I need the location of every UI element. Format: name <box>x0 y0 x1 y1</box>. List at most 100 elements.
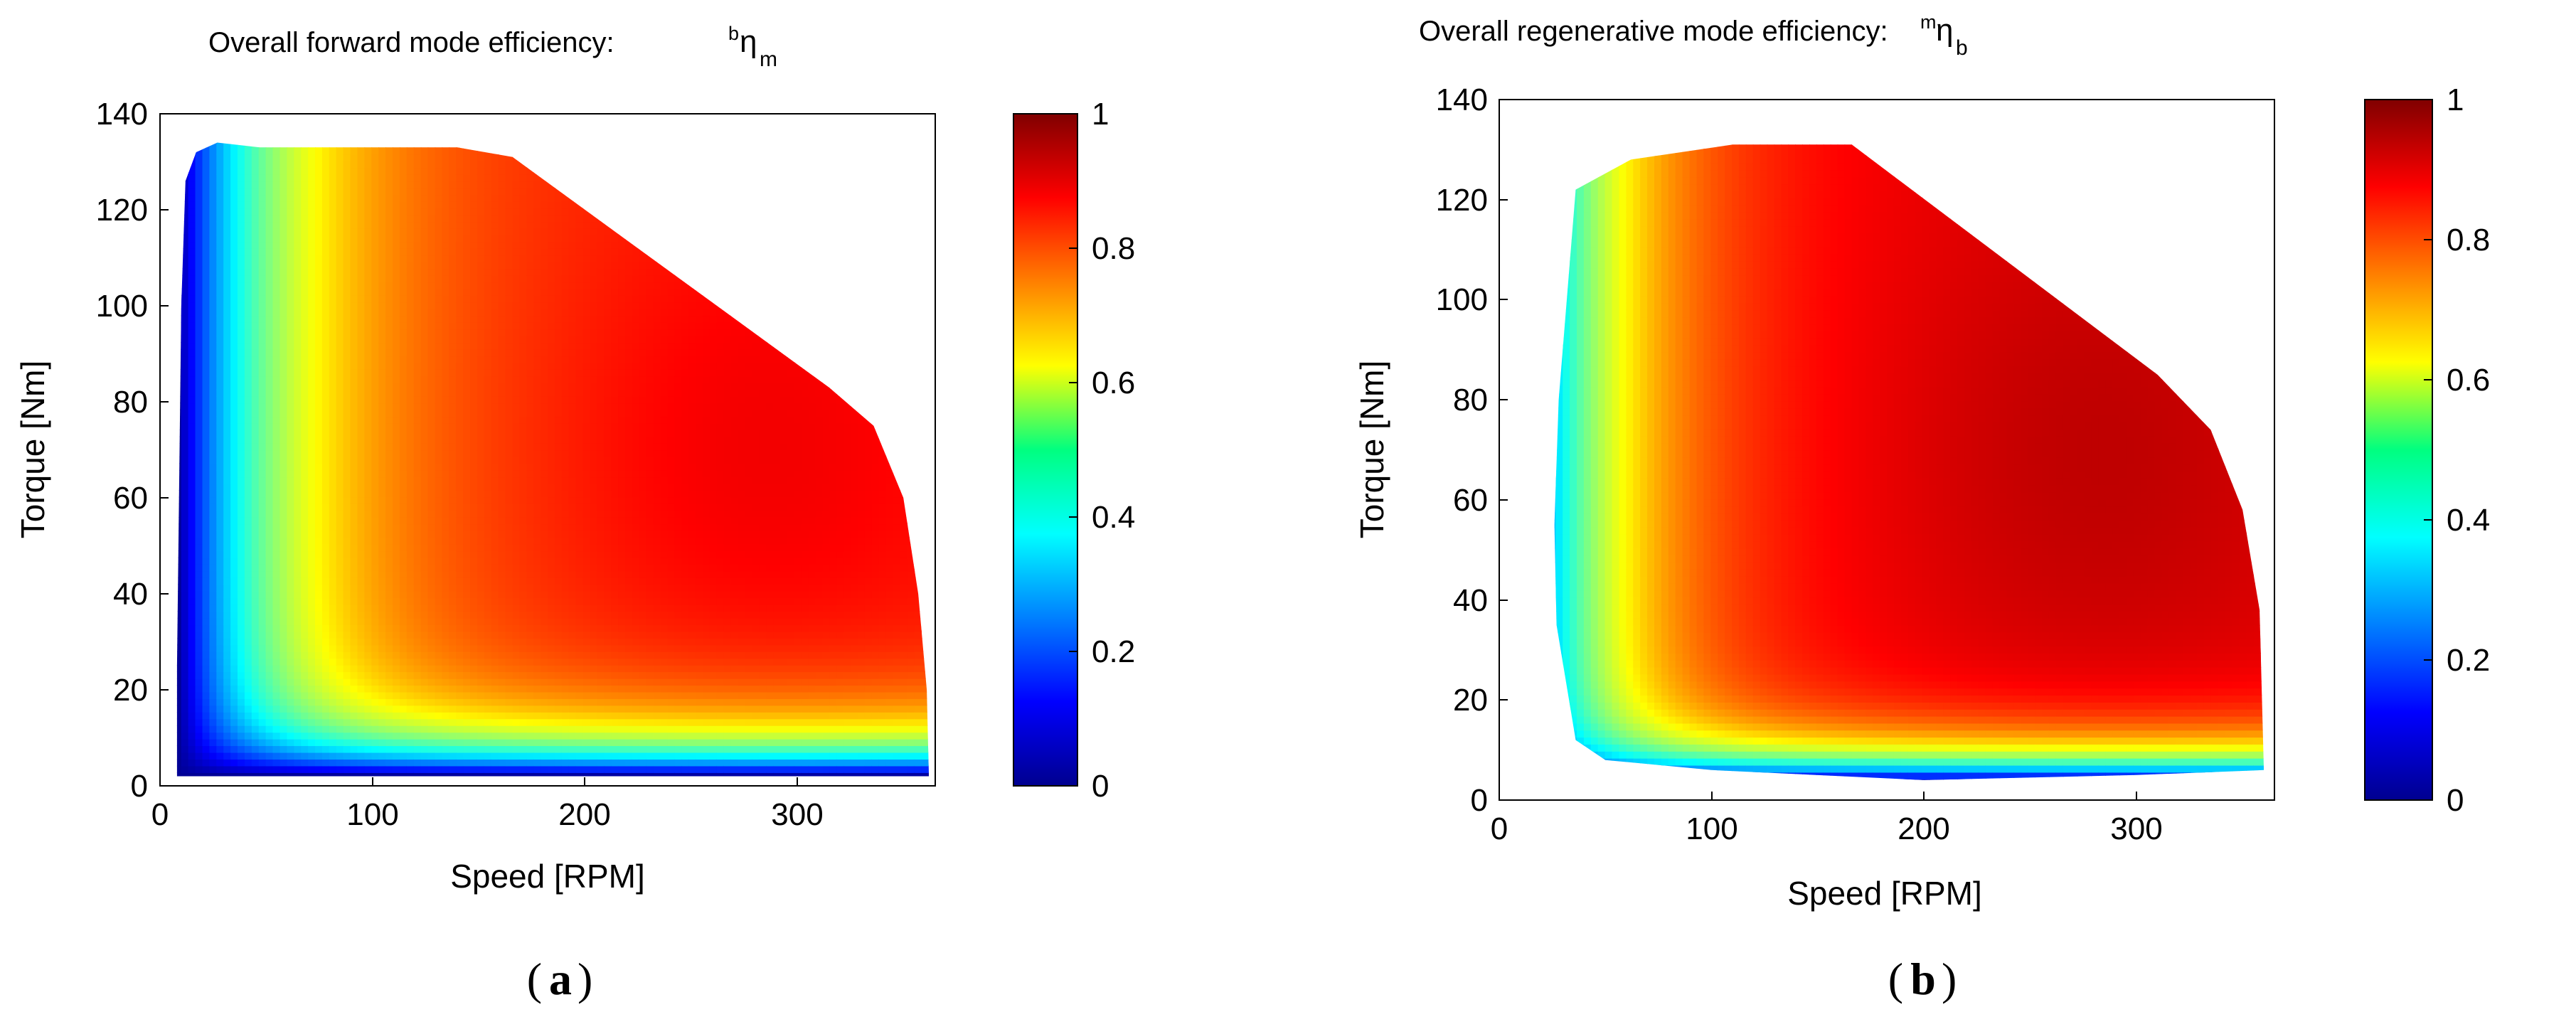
heatmap-cell <box>463 752 471 760</box>
heatmap-cell <box>238 638 245 646</box>
heatmap-cell <box>280 228 288 235</box>
heatmap-cell <box>435 255 443 262</box>
heatmap-cell <box>329 772 337 777</box>
heatmap-cell <box>188 457 196 464</box>
heatmap-cell <box>230 194 238 202</box>
heatmap-cell <box>287 664 295 673</box>
heatmap-cell <box>406 389 415 397</box>
heatmap-cell <box>294 430 302 437</box>
heatmap-cell <box>251 228 260 235</box>
heatmap-cell <box>343 362 351 370</box>
heatmap-cell <box>329 469 337 478</box>
heatmap-cell <box>244 745 252 753</box>
heatmap-cell <box>435 772 443 777</box>
heatmap-cell <box>315 476 323 484</box>
heatmap-cell <box>442 725 450 733</box>
heatmap-cell <box>181 443 189 451</box>
heatmap-cell <box>427 409 436 417</box>
heatmap-cell <box>202 261 211 270</box>
heatmap-cell <box>181 309 189 316</box>
heatmap-cell <box>371 678 380 686</box>
heatmap-cell <box>321 469 330 478</box>
heatmap-cell <box>427 490 436 498</box>
heatmap-cell <box>176 638 182 646</box>
heatmap-cell <box>188 214 196 223</box>
heatmap-cell <box>223 624 231 632</box>
heatmap-cell <box>442 383 450 390</box>
heatmap-cell <box>364 194 373 202</box>
heatmap-cell <box>477 356 485 363</box>
heatmap-cell <box>258 288 267 296</box>
heatmap-cell <box>378 678 386 686</box>
heatmap-cell <box>491 611 499 619</box>
heatmap-cell <box>393 389 400 397</box>
heatmap-cell <box>435 644 443 652</box>
heatmap-cell <box>294 765 302 773</box>
heatmap-cell <box>321 752 330 760</box>
heatmap-cell <box>371 309 380 316</box>
heatmap-cell <box>350 282 358 289</box>
heatmap-cell <box>230 409 238 417</box>
heatmap-cell <box>413 463 422 471</box>
heatmap-cell <box>294 174 302 182</box>
heatmap-cell <box>491 732 499 740</box>
heatmap-cell <box>371 208 380 215</box>
heatmap-cell <box>343 288 351 296</box>
heatmap-cell <box>287 369 295 377</box>
heatmap-cell <box>378 409 386 417</box>
heatmap-cell <box>287 463 295 471</box>
heatmap-cell <box>287 309 295 316</box>
heatmap-cell <box>230 496 238 504</box>
heatmap-cell <box>176 611 182 619</box>
heatmap-cell <box>477 295 485 303</box>
heatmap-cell <box>393 738 400 747</box>
heatmap-cell <box>265 409 274 417</box>
heatmap-cell <box>350 322 358 330</box>
heatmap-cell <box>399 174 408 182</box>
heatmap-cell <box>357 187 366 196</box>
heatmap-cell <box>315 624 323 632</box>
heatmap-cell <box>393 241 400 249</box>
heatmap-cell <box>498 228 506 235</box>
heatmap-cell <box>287 483 295 491</box>
heatmap-cell <box>406 631 415 639</box>
heatmap-cell <box>364 309 373 316</box>
heatmap-cell <box>449 275 457 283</box>
heatmap-cell <box>258 476 267 484</box>
heatmap-cell <box>202 342 211 350</box>
heatmap-cell <box>413 335 422 343</box>
heatmap-cell <box>265 356 274 363</box>
heatmap-cell <box>329 362 337 370</box>
heatmap-cell <box>357 221 366 229</box>
heatmap-cell <box>258 772 267 777</box>
heatmap-cell <box>385 631 393 639</box>
heatmap-cell <box>336 504 344 511</box>
heatmap-cell <box>308 375 316 383</box>
heatmap-cell <box>442 315 450 323</box>
heatmap-cell <box>477 759 485 767</box>
heatmap-cell <box>371 517 380 525</box>
heatmap-cell <box>477 342 485 350</box>
heatmap-cell <box>505 759 513 767</box>
heatmap-cell <box>378 282 386 289</box>
heatmap-cell <box>315 261 323 270</box>
heatmap-cell <box>463 772 471 777</box>
heatmap-cell <box>435 295 443 303</box>
heatmap-cell <box>315 221 323 229</box>
heatmap-cell <box>321 214 330 223</box>
heatmap-cell <box>498 611 506 619</box>
heatmap-cell <box>301 469 309 478</box>
heatmap-cell <box>413 698 422 706</box>
heatmap-cell <box>364 362 373 370</box>
heatmap-cell <box>491 570 499 578</box>
heatmap-cell <box>456 201 464 209</box>
heatmap-cell <box>393 504 400 511</box>
heatmap-cell <box>498 315 506 323</box>
heatmap-cell <box>343 510 351 518</box>
heatmap-cell <box>216 543 225 552</box>
heatmap-cell <box>188 658 196 666</box>
heatmap-cell <box>176 624 182 632</box>
heatmap-cell <box>223 564 231 572</box>
heatmap-cell <box>315 329 323 336</box>
heatmap-cell <box>244 537 252 545</box>
